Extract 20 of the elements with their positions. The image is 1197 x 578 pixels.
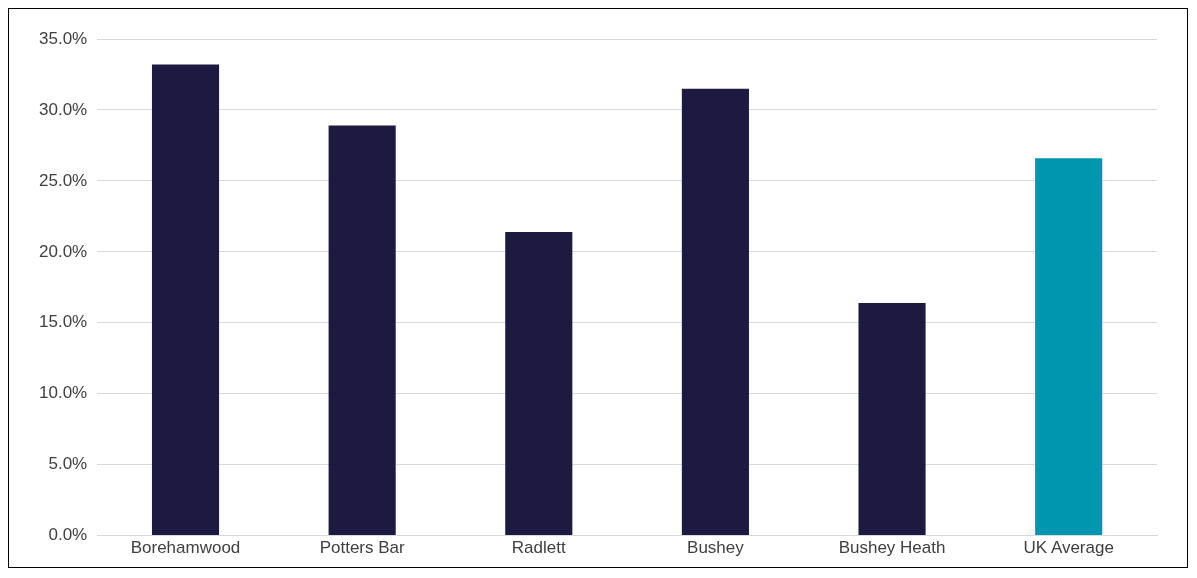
y-tick-label: 35.0% bbox=[39, 28, 88, 48]
bar bbox=[328, 125, 396, 536]
bar bbox=[1035, 158, 1103, 536]
y-tick-label: 25.0% bbox=[39, 170, 88, 190]
bar bbox=[858, 302, 926, 536]
y-tick-label: 20.0% bbox=[39, 241, 88, 261]
y-tick-label: 15.0% bbox=[39, 312, 88, 332]
x-tick-label: Potters Bar bbox=[319, 538, 405, 558]
x-tick-label: Radlett bbox=[511, 538, 566, 558]
y-tick-label: 5.0% bbox=[48, 454, 88, 474]
bar bbox=[505, 231, 573, 536]
bar bbox=[681, 88, 749, 536]
x-tick-label: Bushey Heath bbox=[838, 538, 946, 558]
y-tick-label: 0.0% bbox=[48, 525, 88, 545]
y-tick-label: 30.0% bbox=[39, 99, 88, 119]
y-tick-label: 10.0% bbox=[39, 383, 88, 403]
x-tick-label: Bushey bbox=[687, 538, 745, 558]
x-tick-label: UK Average bbox=[1023, 538, 1114, 558]
bar bbox=[151, 64, 220, 536]
x-tick-label: Borehamwood bbox=[130, 538, 241, 558]
